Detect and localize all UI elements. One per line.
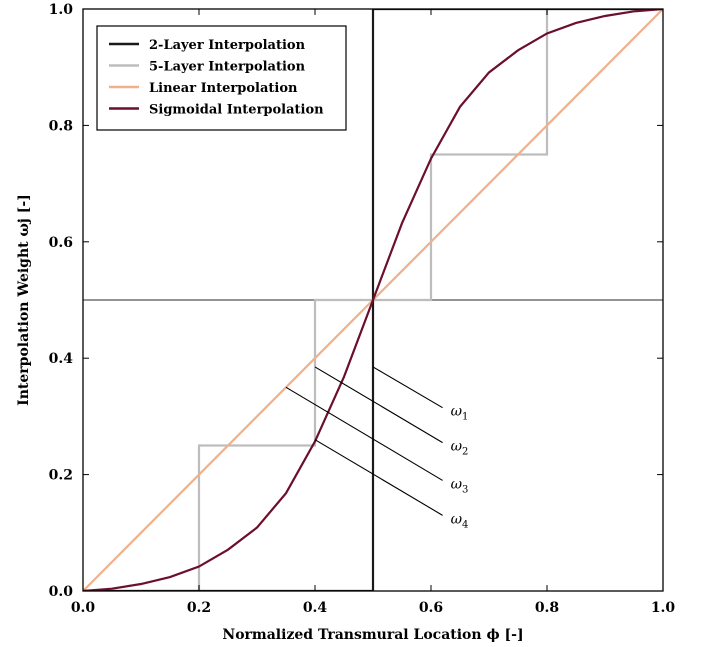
annotation-label-2: ω2 — [451, 439, 469, 458]
annotation-label-4: ω4 — [451, 511, 469, 530]
x-tick-label: 1.0 — [651, 600, 676, 616]
annotation-leader-2 — [314, 366, 443, 444]
y-tick-label: 1.0 — [49, 2, 74, 18]
legend-label-1: 5-Layer Interpolation — [149, 60, 306, 75]
x-tick-label: 0.4 — [303, 600, 328, 616]
annotation-label-3: ω3 — [451, 476, 469, 495]
y-tick-label: 0.2 — [49, 468, 73, 484]
annotation-leader-4 — [314, 439, 443, 516]
y-tick-label: 0.4 — [49, 351, 74, 367]
legend-label-3: Sigmoidal Interpolation — [149, 103, 324, 118]
plot-frame — [82, 8, 664, 592]
y-tick-label: 0.6 — [49, 235, 73, 251]
y-tick-label: 0.8 — [49, 118, 73, 134]
legend: 2-Layer Interpolation 5-Layer Interpolati… — [96, 25, 347, 131]
legend-label-0: 2-Layer Interpolation — [149, 38, 306, 53]
x-tick-label: 0.2 — [187, 600, 211, 616]
annotation-leader-3 — [285, 386, 443, 481]
legend-label-2: Linear Interpolation — [149, 81, 298, 96]
x-tick-label: 0.0 — [71, 600, 96, 616]
annotation-leader-1 — [372, 366, 443, 409]
x-tick-label: 0.6 — [419, 600, 443, 616]
x-axis-label: Normalized Transmural Location ϕ [-] — [222, 627, 523, 643]
series-line-3 — [83, 9, 663, 591]
x-tick-label: 0.8 — [535, 600, 559, 616]
annotations: ω1 ω2 ω3 ω4 — [285, 366, 469, 530]
y-axis-label: Interpolation Weight ωj [-] — [16, 194, 32, 406]
annotation-label-1: ω1 — [451, 404, 469, 423]
y-tick-label: 0.0 — [49, 584, 74, 600]
